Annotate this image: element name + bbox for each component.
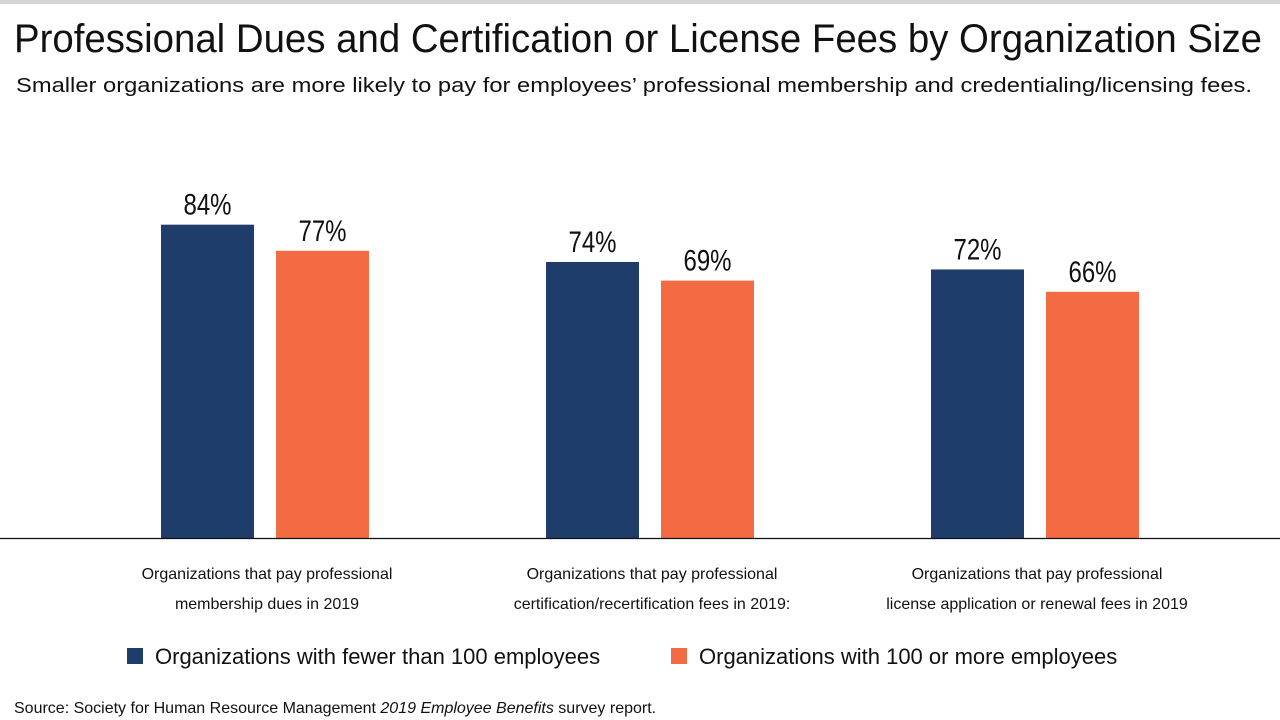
source-suffix: survey report. (554, 700, 656, 717)
chart-subtitle: Smaller organizations are more likely to… (16, 75, 1252, 97)
data-label: 69% (683, 243, 731, 277)
source-note: Source: Society for Human Resource Manag… (14, 700, 656, 717)
data-label: 72% (953, 232, 1001, 266)
bar-large-org-0 (276, 250, 369, 539)
category-label: certification/recertification fees in 20… (514, 596, 791, 613)
legend-swatch (127, 648, 143, 664)
data-label: 74% (568, 224, 616, 258)
data-label: 84% (183, 187, 231, 221)
source-report-title: 2019 Employee Benefits (379, 700, 553, 717)
bar-large-org-2 (1046, 291, 1139, 538)
category-label: Organizations that pay professional (142, 566, 393, 583)
bar-small-org-0 (161, 224, 254, 538)
legend-label: Organizations with fewer than 100 employ… (155, 644, 600, 669)
data-label: 77% (298, 213, 346, 247)
bar-small-org-2 (931, 269, 1024, 538)
bar-small-org-1 (546, 261, 639, 538)
bar-large-org-1 (661, 280, 754, 538)
chart-title: Professional Dues and Certification or L… (14, 17, 1262, 61)
legend-label: Organizations with 100 or more employees (699, 644, 1117, 669)
source-prefix: Source: Society for Human Resource Manag… (14, 700, 380, 717)
data-label: 66% (1068, 254, 1116, 288)
top-border (0, 0, 1280, 4)
category-label: Organizations that pay professional (527, 566, 778, 583)
category-label: Organizations that pay professional (912, 566, 1163, 583)
legend-swatch (671, 648, 687, 664)
category-label: license application or renewal fees in 2… (886, 596, 1188, 613)
category-label: membership dues in 2019 (175, 596, 359, 613)
